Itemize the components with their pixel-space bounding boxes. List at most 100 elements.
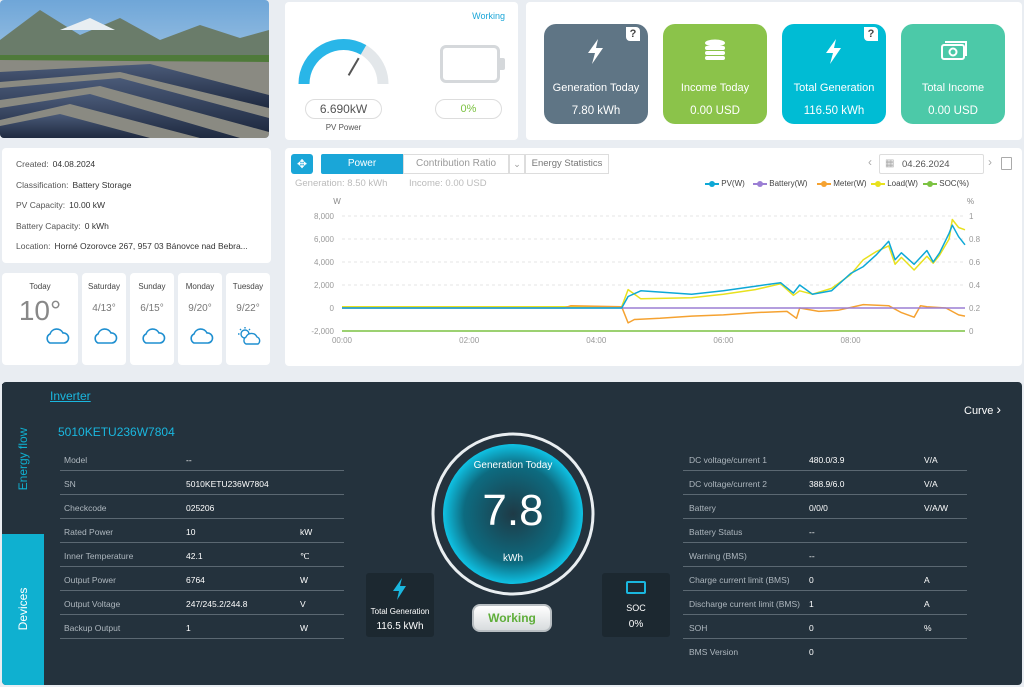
detail-unit: % — [924, 623, 932, 633]
soc-value: 0% — [628, 619, 644, 630]
row-divider — [683, 614, 967, 615]
cloud-icon — [142, 328, 166, 344]
help-badge[interactable]: ? — [864, 27, 878, 41]
weather-temp: 4/13° — [92, 303, 116, 314]
x-tick-label: 04:00 — [586, 336, 607, 345]
row-divider — [60, 542, 344, 543]
legend-item[interactable]: Battery(W) — [753, 179, 807, 188]
detail-key: Charge current limit (BMS) — [689, 575, 790, 585]
detail-value: 6764 — [186, 575, 205, 585]
series-line — [342, 224, 966, 309]
weather-temp: 9/20° — [188, 303, 212, 314]
total-generation-tile[interactable]: ? Total Generation 116.50 kWh — [782, 24, 886, 124]
summary-stats: ? Generation Today 7.80 kWh Income Today… — [526, 2, 1022, 140]
total-income-tile[interactable]: Total Income 0.00 USD — [901, 24, 1005, 124]
tab-energy-statistics[interactable]: Energy Statistics — [525, 154, 609, 174]
weather-temp: 10° — [18, 295, 62, 326]
legend-item[interactable]: Meter(W) — [817, 179, 867, 188]
row-divider — [683, 542, 967, 543]
battery-icon — [440, 45, 500, 83]
working-status: Working — [472, 11, 505, 21]
tab-contribution-ratio[interactable]: Contribution Ratio — [403, 154, 509, 174]
y2-tick-label: 0.8 — [969, 235, 981, 244]
weather-temp: 9/22° — [236, 303, 260, 314]
detail-unit: kW — [300, 527, 313, 537]
detail-value: -- — [809, 551, 815, 561]
legend-marker — [705, 180, 719, 187]
side-tab-devices[interactable]: Devices — [2, 534, 44, 685]
detail-value: 480.0/3.9 — [809, 455, 845, 465]
inverter-link[interactable]: Inverter — [50, 389, 91, 403]
row-divider — [60, 470, 344, 471]
row-divider — [683, 470, 967, 471]
legend-item[interactable]: Load(W) — [871, 179, 918, 188]
power-chart-card: ✥ Power Contribution Ratio ⌄ Energy Stat… — [285, 148, 1022, 366]
tile-value: 116.50 kWh — [803, 105, 865, 117]
income-today-tile[interactable]: Income Today 0.00 USD — [663, 24, 767, 124]
detail-key: Battery Status — [689, 527, 743, 537]
curve-button[interactable]: Curve › — [964, 401, 1001, 417]
tab-power[interactable]: Power — [321, 154, 403, 174]
help-badge[interactable]: ? — [626, 27, 640, 41]
chevron-right-icon: › — [996, 401, 1002, 417]
move-icon: ✥ — [296, 157, 308, 171]
generation-summary: Generation: 8.50 kWh — [295, 178, 388, 189]
y-tick-label: -2,000 — [311, 327, 334, 336]
y-tick-label: 2,000 — [314, 281, 335, 290]
row-divider — [60, 638, 344, 639]
legend-marker — [753, 180, 767, 187]
working-badge: Working — [472, 604, 552, 632]
tile-label: Total Income — [921, 82, 985, 94]
series-line — [342, 218, 966, 308]
cloud-icon — [46, 328, 70, 344]
cloud-icon — [94, 328, 118, 344]
detail-value: 10 — [186, 527, 196, 537]
row-divider — [683, 566, 967, 567]
detail-value: 388.9/6.0 — [809, 479, 845, 489]
detail-unit: W — [300, 623, 309, 633]
expand-button[interactable]: ✥ — [291, 154, 313, 174]
row-divider — [683, 494, 967, 495]
detail-value: 025206 — [186, 503, 215, 513]
detail-unit: A — [924, 599, 930, 609]
weather-temp: 6/15° — [140, 303, 164, 314]
next-date-button[interactable]: › — [988, 155, 992, 169]
legend-item[interactable]: PV(W) — [705, 179, 745, 188]
calendar-icon: ▦ — [885, 158, 895, 169]
generation-today-tile[interactable]: ? Generation Today 7.80 kWh — [544, 24, 648, 124]
chevron-down-icon: ⌄ — [513, 159, 521, 169]
detail-unit: ℃ — [300, 551, 310, 561]
y2-tick-label: 0.6 — [969, 258, 981, 267]
weather-tuesday: Tuesday 9/22° — [226, 273, 270, 365]
export-icon[interactable] — [1001, 157, 1012, 170]
detail-value: 1 — [809, 599, 814, 609]
tile-value: 0.00 USD — [928, 105, 978, 117]
x-tick-label: 00:00 — [332, 336, 353, 345]
weather-sunday: Sunday 6/15° — [130, 273, 174, 365]
pv-power-gauge — [298, 38, 389, 85]
weather-day: Sunday — [138, 282, 166, 291]
detail-key: SOH — [689, 623, 708, 633]
detail-key: Backup Output — [64, 623, 121, 633]
detail-unit: W — [300, 575, 309, 585]
detail-value: 0/0/0 — [809, 503, 828, 513]
gen-today-value: 7.8 — [482, 486, 544, 535]
pv-power-value: 6.690kW — [305, 99, 382, 119]
date-picker[interactable]: ▦ 04.26.2024 — [879, 154, 984, 174]
detail-value: 247/245.2/244.8 — [186, 599, 248, 609]
legend-label: Meter(W) — [833, 179, 867, 188]
weather-today: Today 10° — [2, 273, 78, 365]
detail-value: -- — [186, 455, 192, 465]
legend-item[interactable]: SOC(%) — [923, 179, 969, 188]
detail-unit: V/A/W — [924, 503, 949, 513]
prev-date-button[interactable]: ‹ — [868, 155, 872, 169]
side-tab-energy-flow[interactable]: Energy flow — [2, 384, 44, 534]
detail-unit: V/A — [924, 455, 938, 465]
tab-dropdown[interactable]: ⌄ — [509, 154, 525, 174]
weather-day: Tuesday — [232, 282, 264, 291]
pv-power-label: PV Power — [325, 123, 362, 132]
detail-key: Output Voltage — [64, 599, 121, 609]
detail-value: 1 — [186, 623, 191, 633]
status-card: Working 6.690kW PV Power 0% — [285, 2, 518, 140]
created-row: Created: 04.08.2024 — [16, 159, 96, 169]
